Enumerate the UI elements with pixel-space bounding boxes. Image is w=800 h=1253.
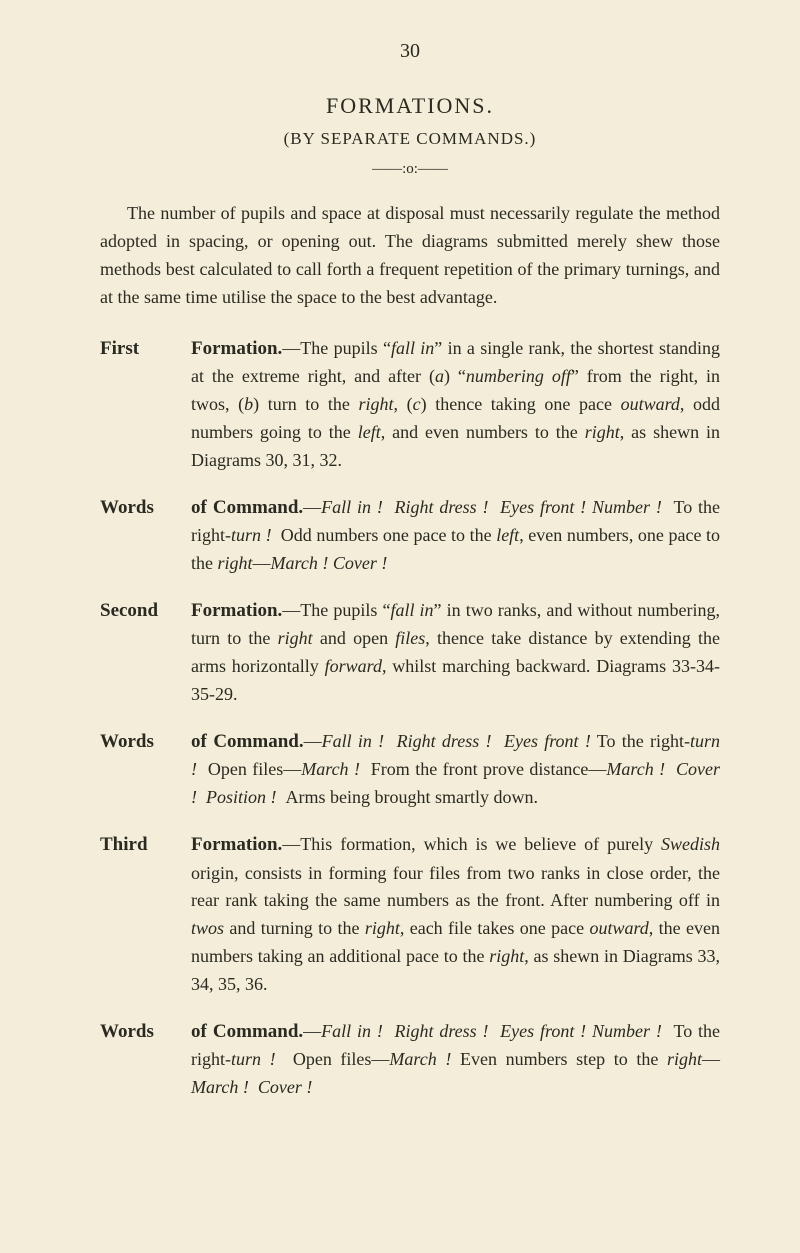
entry-label: Second: [100, 596, 191, 625]
entry-text: —This formation, which is we believe of …: [191, 834, 720, 994]
entry-body: Formation.—This formation, which is we b…: [191, 830, 720, 999]
entry-body: of Command.—Fall in ! Right dress ! Eyes…: [191, 1017, 720, 1102]
entry: SecondFormation.—The pupils “fall in” in…: [100, 596, 720, 709]
entry: FirstFormation.—The pupils “fall in” in …: [100, 334, 720, 475]
entry-label: Words: [100, 727, 191, 756]
entry: Wordsof Command.—Fall in ! Right dress !…: [100, 727, 720, 812]
title: FORMATIONS.: [100, 93, 720, 119]
entry-label: Words: [100, 1017, 191, 1046]
entry-label: Third: [100, 830, 191, 859]
entry-body: of Command.—Fall in ! Right dress ! Eyes…: [191, 727, 720, 812]
entry: Wordsof Command.—Fall in ! Right dress !…: [100, 1017, 720, 1102]
subtitle: (BY SEPARATE COMMANDS.): [100, 129, 720, 149]
entry: Wordsof Command.—Fall in ! Right dress !…: [100, 493, 720, 578]
entry-body: Formation.—The pupils “fall in” in two r…: [191, 596, 720, 709]
entry-label: Words: [100, 493, 191, 522]
entry-run-in: Formation.: [191, 338, 282, 359]
entry-run-in: of Command.: [191, 497, 303, 518]
document-page: 30 FORMATIONS. (BY SEPARATE COMMANDS.) —…: [0, 0, 800, 1253]
entry-body: of Command.—Fall in ! Right dress ! Eyes…: [191, 493, 720, 578]
entry-run-in: Formation.: [191, 600, 282, 621]
entry-body: Formation.—The pupils “fall in” in a sin…: [191, 334, 720, 475]
divider-ornament: ——:o:——: [100, 161, 720, 178]
intro-paragraph: The number of pupils and space at dispos…: [100, 200, 720, 312]
entry-label: First: [100, 334, 191, 363]
entry: ThirdFormation.—This formation, which is…: [100, 830, 720, 999]
entry-run-in: of Command.: [191, 1021, 303, 1042]
entries-list: FirstFormation.—The pupils “fall in” in …: [100, 334, 720, 1103]
entry-run-in: Formation.: [191, 834, 282, 855]
entry-run-in: of Command.: [191, 731, 304, 752]
page-number: 30: [100, 40, 720, 63]
